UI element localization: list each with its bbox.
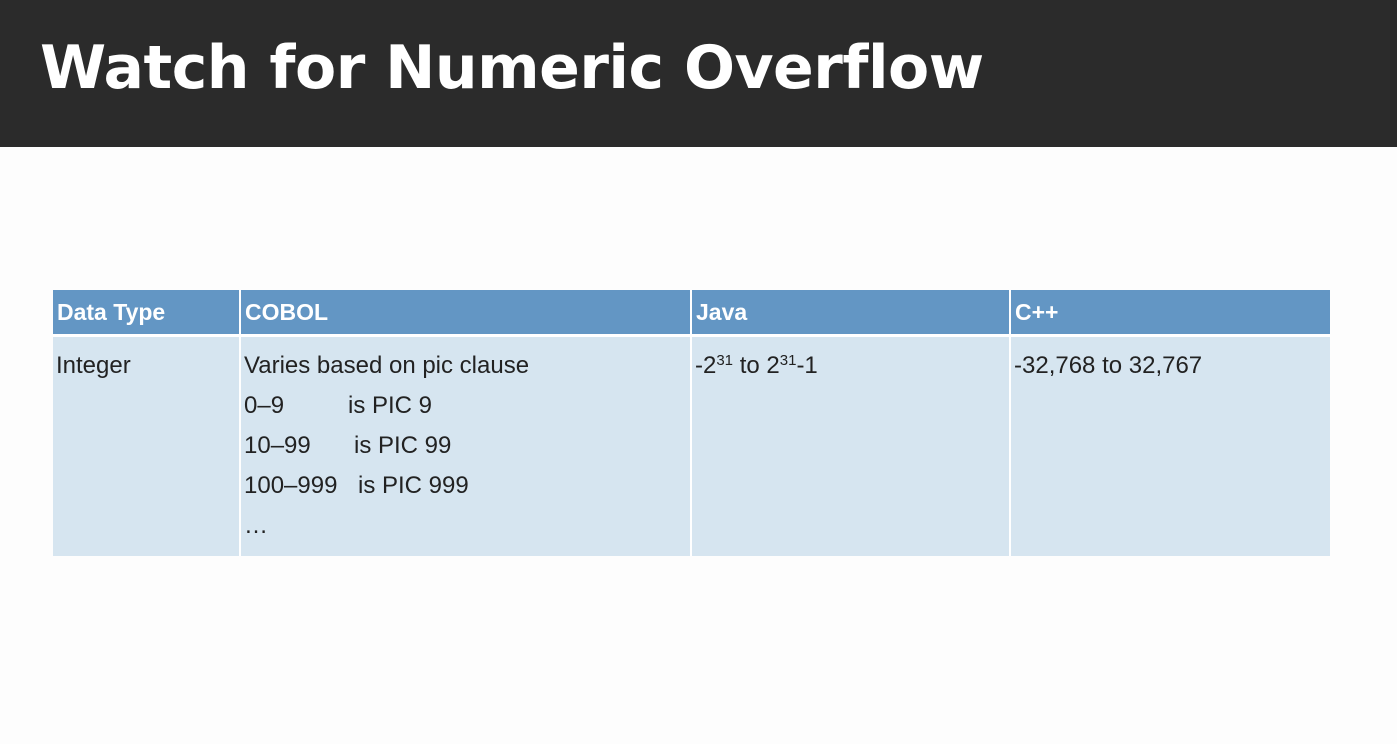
- cobol-ellipsis: …: [244, 512, 268, 539]
- java-connector: to: [739, 352, 760, 379]
- table-row: Integer Varies based on pic clause 0–9 is…: [53, 335, 1330, 556]
- cobol-pic: is PIC 999: [358, 472, 469, 499]
- cobol-mapping: 10–99 is PIC 99: [244, 426, 690, 466]
- java-max-suffix: -1: [796, 352, 818, 379]
- cobol-pic: is PIC 99: [354, 432, 452, 459]
- java-range: -231 to 231-1: [695, 346, 1009, 386]
- cobol-range: 10–99: [244, 432, 311, 459]
- cell-java: -231 to 231-1: [691, 335, 1011, 556]
- table-header-row: Data Type COBOL Java C++: [53, 290, 1330, 337]
- header-cpp: C++: [1010, 290, 1330, 337]
- header-data-type: Data Type: [53, 290, 241, 337]
- header-cobol: COBOL: [240, 290, 692, 337]
- java-min-exponent: 31: [716, 352, 734, 369]
- cobol-mapping: 100–999 is PIC 999: [244, 466, 690, 506]
- cobol-range: 100–999: [244, 472, 338, 499]
- cell-cpp: -32,768 to 32,767: [1010, 335, 1330, 556]
- cpp-range: -32,768 to 32,767: [1014, 352, 1203, 379]
- cobol-pic: is PIC 9: [348, 392, 433, 419]
- title-bar: Watch for Numeric Overflow: [0, 0, 1397, 147]
- comparison-table: Data Type COBOL Java C++ Integer Varies …: [53, 290, 1330, 556]
- java-max-exponent: 31: [779, 352, 797, 369]
- cell-data-type: Integer: [53, 335, 241, 556]
- java-min-prefix: -2: [695, 352, 717, 379]
- cobol-mapping: 0–9 is PIC 9: [244, 386, 690, 426]
- cell-cobol: Varies based on pic clause 0–9 is PIC 9 1…: [240, 335, 692, 556]
- cobol-range: 0–9: [244, 392, 285, 419]
- header-java: Java: [691, 290, 1011, 337]
- cobol-intro: Varies based on pic clause: [244, 352, 530, 379]
- slide-title: Watch for Numeric Overflow: [40, 33, 984, 103]
- data-type-value: Integer: [56, 352, 131, 379]
- java-max-base: 2: [766, 352, 780, 379]
